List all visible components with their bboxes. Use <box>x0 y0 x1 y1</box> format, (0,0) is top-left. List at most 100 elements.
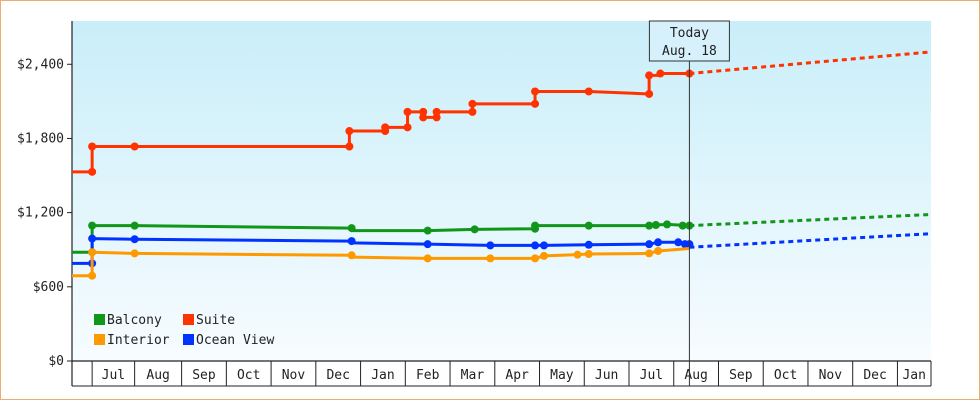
today-callout <box>648 20 730 62</box>
data-point[interactable] <box>573 250 582 259</box>
data-point[interactable] <box>468 99 477 108</box>
x-tick-label: Mar <box>461 368 485 383</box>
data-point[interactable] <box>403 107 412 116</box>
legend-label: Interior <box>107 333 170 348</box>
y-tick-label: $0 <box>48 354 64 369</box>
data-point[interactable] <box>531 221 540 230</box>
data-point[interactable] <box>584 221 593 230</box>
data-point[interactable] <box>468 107 477 116</box>
data-point[interactable] <box>540 251 549 260</box>
data-point[interactable] <box>540 241 549 250</box>
x-tick-label: Jan <box>371 368 394 383</box>
x-tick-label: Nov <box>819 368 843 383</box>
data-point[interactable] <box>88 234 97 243</box>
data-point[interactable] <box>423 254 432 263</box>
series-ocean-view <box>72 232 932 268</box>
legend-label: Balcony <box>107 313 162 328</box>
data-point[interactable] <box>531 254 540 263</box>
data-point[interactable] <box>130 142 139 151</box>
x-tick-label: Dec <box>326 368 349 383</box>
data-point[interactable] <box>584 240 593 249</box>
series-suite <box>72 50 932 176</box>
data-point[interactable] <box>654 246 663 255</box>
x-tick-label: Nov <box>282 368 306 383</box>
x-tick-label: Sep <box>729 368 753 383</box>
today-date: Aug. 18 <box>662 44 717 59</box>
today-label: Today <box>670 26 709 41</box>
x-tick-label: Jun <box>595 368 618 383</box>
data-point[interactable] <box>347 224 356 233</box>
legend-swatch <box>183 314 194 325</box>
data-point[interactable] <box>419 113 428 122</box>
x-tick-label: Jan <box>902 368 925 383</box>
plot-area <box>72 21 931 361</box>
x-tick-label: Jul <box>102 368 125 383</box>
x-tick-label: Jul <box>640 368 663 383</box>
x-tick-label: Oct <box>237 368 260 383</box>
data-point[interactable] <box>645 249 654 258</box>
data-point[interactable] <box>345 127 354 136</box>
x-tick-label: May <box>550 368 574 383</box>
projection-line <box>689 50 932 76</box>
data-point[interactable] <box>651 221 660 229</box>
data-point[interactable] <box>645 240 654 249</box>
data-point[interactable] <box>654 238 663 247</box>
projection-line <box>689 232 932 249</box>
data-point[interactable] <box>432 107 441 116</box>
x-tick-label: Feb <box>416 368 440 383</box>
data-point[interactable] <box>130 221 139 230</box>
data-point[interactable] <box>88 167 97 176</box>
data-point[interactable] <box>645 89 654 98</box>
data-point[interactable] <box>345 142 354 151</box>
data-point[interactable] <box>584 87 593 96</box>
data-point[interactable] <box>88 271 97 280</box>
data-point[interactable] <box>531 241 540 250</box>
data-point[interactable] <box>403 123 412 132</box>
data-point[interactable] <box>88 142 97 151</box>
x-tick-label: Aug <box>684 368 707 383</box>
projection-line <box>689 212 932 228</box>
data-point[interactable] <box>531 99 540 108</box>
y-tick-label: $600 <box>33 280 64 295</box>
data-point[interactable] <box>584 250 593 259</box>
legend-swatch <box>94 314 105 325</box>
legend-item-suite[interactable]: Suite <box>183 313 235 328</box>
data-point[interactable] <box>470 225 479 234</box>
data-point[interactable] <box>432 113 441 122</box>
data-point[interactable] <box>381 123 390 132</box>
series-interior <box>72 246 690 280</box>
data-point[interactable] <box>130 249 139 258</box>
data-point[interactable] <box>531 87 540 96</box>
data-point[interactable] <box>663 220 672 229</box>
data-point[interactable] <box>645 221 654 230</box>
x-tick-label: Aug <box>146 368 169 383</box>
legend-label: Suite <box>196 313 235 328</box>
data-point[interactable] <box>347 237 356 246</box>
legend-item-interior[interactable]: Interior <box>94 333 170 348</box>
legend-item-balcony[interactable]: Balcony <box>94 313 162 328</box>
data-point[interactable] <box>678 221 687 230</box>
data-point[interactable] <box>656 69 665 78</box>
data-point[interactable] <box>486 254 495 263</box>
data-point[interactable] <box>423 226 432 235</box>
legend-item-ocean-view[interactable]: Ocean View <box>183 333 274 348</box>
data-point[interactable] <box>645 71 654 80</box>
y-tick-label: $1,800 <box>17 131 64 146</box>
data-point[interactable] <box>88 248 97 257</box>
data-point[interactable] <box>423 240 432 249</box>
data-point[interactable] <box>347 251 356 260</box>
legend-swatch <box>94 334 105 345</box>
data-point[interactable] <box>88 221 97 230</box>
y-tick-label: $1,200 <box>17 206 64 221</box>
y-tick-label: $2,400 <box>17 57 64 72</box>
x-tick-label: Dec <box>863 368 886 383</box>
data-point[interactable] <box>419 107 428 116</box>
data-point[interactable] <box>130 235 139 244</box>
data-point[interactable] <box>486 241 495 250</box>
data-point[interactable] <box>674 238 683 247</box>
x-tick-label: Apr <box>505 368 529 383</box>
x-tick-label: Sep <box>192 368 216 383</box>
legend-label: Ocean View <box>196 333 274 348</box>
